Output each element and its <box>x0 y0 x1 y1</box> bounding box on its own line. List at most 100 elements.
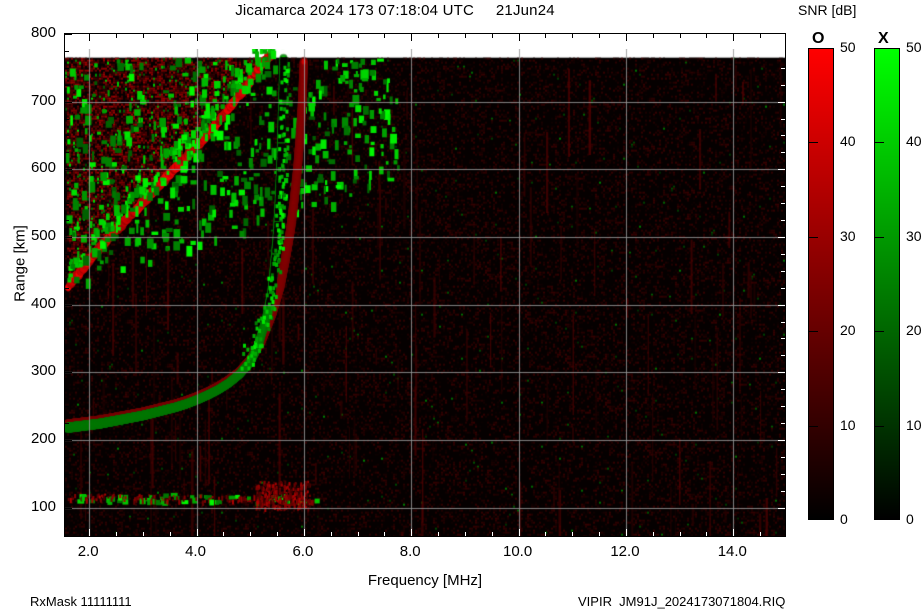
tick-mark <box>781 84 785 86</box>
tick-mark <box>65 169 72 171</box>
tick-mark <box>778 34 785 35</box>
x-tick-label: 2.0 <box>77 543 99 560</box>
tick-mark <box>572 34 574 38</box>
x-tick-label: 14.0 <box>717 543 747 560</box>
tick-mark <box>778 169 785 171</box>
tick-mark <box>781 220 785 222</box>
tick-mark <box>781 355 785 357</box>
tick-mark <box>491 532 493 536</box>
tick-mark <box>679 34 681 38</box>
rxmask-label: RxMask 11111111 <box>30 594 132 609</box>
tick-mark <box>65 67 69 69</box>
tick-mark <box>250 34 252 38</box>
tick-mark <box>169 34 171 38</box>
colorbar-x-tick-label: 40 <box>906 133 922 150</box>
tick-mark <box>778 372 785 374</box>
colorbar-header: SNR [dB] <box>798 2 857 18</box>
tick-mark <box>781 186 785 188</box>
tick-mark <box>733 529 735 536</box>
colorbar-tick-mark <box>875 331 884 333</box>
tick-mark <box>411 529 413 536</box>
colorbar-x-mode-label: X <box>878 30 889 47</box>
tick-mark <box>303 34 305 41</box>
x-tick-label: 6.0 <box>292 543 314 560</box>
tick-mark <box>778 439 785 441</box>
tick-mark <box>781 203 785 205</box>
tick-mark <box>778 304 785 306</box>
y-tick-label: 300 <box>30 362 56 380</box>
tick-mark <box>781 270 785 272</box>
tick-mark <box>778 101 785 103</box>
tick-mark <box>625 34 627 41</box>
x-tick-label: 8.0 <box>399 543 421 560</box>
x-tick-label: 12.0 <box>610 543 640 560</box>
colorbar-tick-mark <box>809 142 818 144</box>
tick-mark <box>65 84 69 86</box>
tick-mark <box>464 34 466 38</box>
tick-mark <box>411 34 413 41</box>
tick-mark <box>781 253 785 255</box>
tick-mark <box>384 532 386 536</box>
page-title: Jicamarca 2024 173 07:18:04 UTC 21Jun24 <box>235 2 555 19</box>
tick-mark <box>65 321 69 323</box>
ionogram-canvas[interactable] <box>65 34 785 536</box>
tick-mark <box>781 152 785 154</box>
colorbar-x-mode[interactable] <box>874 48 900 520</box>
tick-mark <box>781 422 785 424</box>
colorbar-x-tick-label: 50 <box>906 39 922 55</box>
tick-mark <box>652 34 654 38</box>
tick-mark <box>781 473 785 475</box>
colorbar-tick-mark <box>809 331 818 333</box>
y-tick-label: 100 <box>30 497 56 515</box>
colorbar-o-tick-label: 20 <box>840 322 856 339</box>
tick-mark <box>65 236 72 238</box>
tick-mark <box>760 34 762 38</box>
tick-mark <box>781 406 785 408</box>
y-tick-label: 600 <box>30 159 56 177</box>
colorbar-o-mode[interactable] <box>808 48 834 520</box>
colorbar-o-tick-label: 10 <box>840 416 856 433</box>
tick-mark <box>781 389 785 391</box>
tick-mark <box>65 338 69 340</box>
tick-mark <box>65 203 69 205</box>
tick-mark <box>115 532 117 536</box>
tick-mark <box>89 529 91 536</box>
tick-mark <box>223 532 225 536</box>
colorbar-o-tick-label: 30 <box>840 227 856 244</box>
tick-mark <box>65 253 69 255</box>
tick-mark <box>223 34 225 38</box>
tick-mark <box>781 135 785 137</box>
tick-mark <box>65 220 69 222</box>
tick-mark <box>781 456 785 458</box>
x-tick-label: 10.0 <box>502 543 533 560</box>
tick-mark <box>196 529 198 536</box>
tick-mark <box>65 473 69 475</box>
tick-mark <box>65 50 69 52</box>
tick-mark <box>357 532 359 536</box>
y-tick-label: 400 <box>30 294 56 312</box>
colorbar-o-mode-label: O <box>812 30 825 47</box>
tick-mark <box>142 34 144 38</box>
tick-mark <box>545 34 547 38</box>
colorbar-tick-mark <box>809 425 818 427</box>
tick-mark <box>491 34 493 38</box>
y-tick-label: 500 <box>30 226 56 244</box>
y-tick-label: 800 <box>30 24 56 41</box>
tick-mark <box>599 34 601 38</box>
ionogram-plot[interactable] <box>64 33 786 537</box>
tick-mark <box>599 532 601 536</box>
tick-mark <box>652 532 654 536</box>
tick-mark <box>572 532 574 536</box>
tick-mark <box>781 67 785 69</box>
tick-mark <box>384 34 386 38</box>
colorbar-o-tick-label: 0 <box>840 511 848 527</box>
tick-mark <box>625 529 627 536</box>
tick-mark <box>438 532 440 536</box>
colorbar-o-tick-label: 40 <box>840 133 856 150</box>
tick-mark <box>760 532 762 536</box>
tick-mark <box>65 406 69 408</box>
tick-mark <box>142 532 144 536</box>
colorbar-x-tick-label: 30 <box>906 227 922 244</box>
plot-top-blank-band <box>65 34 785 49</box>
tick-mark <box>545 532 547 536</box>
